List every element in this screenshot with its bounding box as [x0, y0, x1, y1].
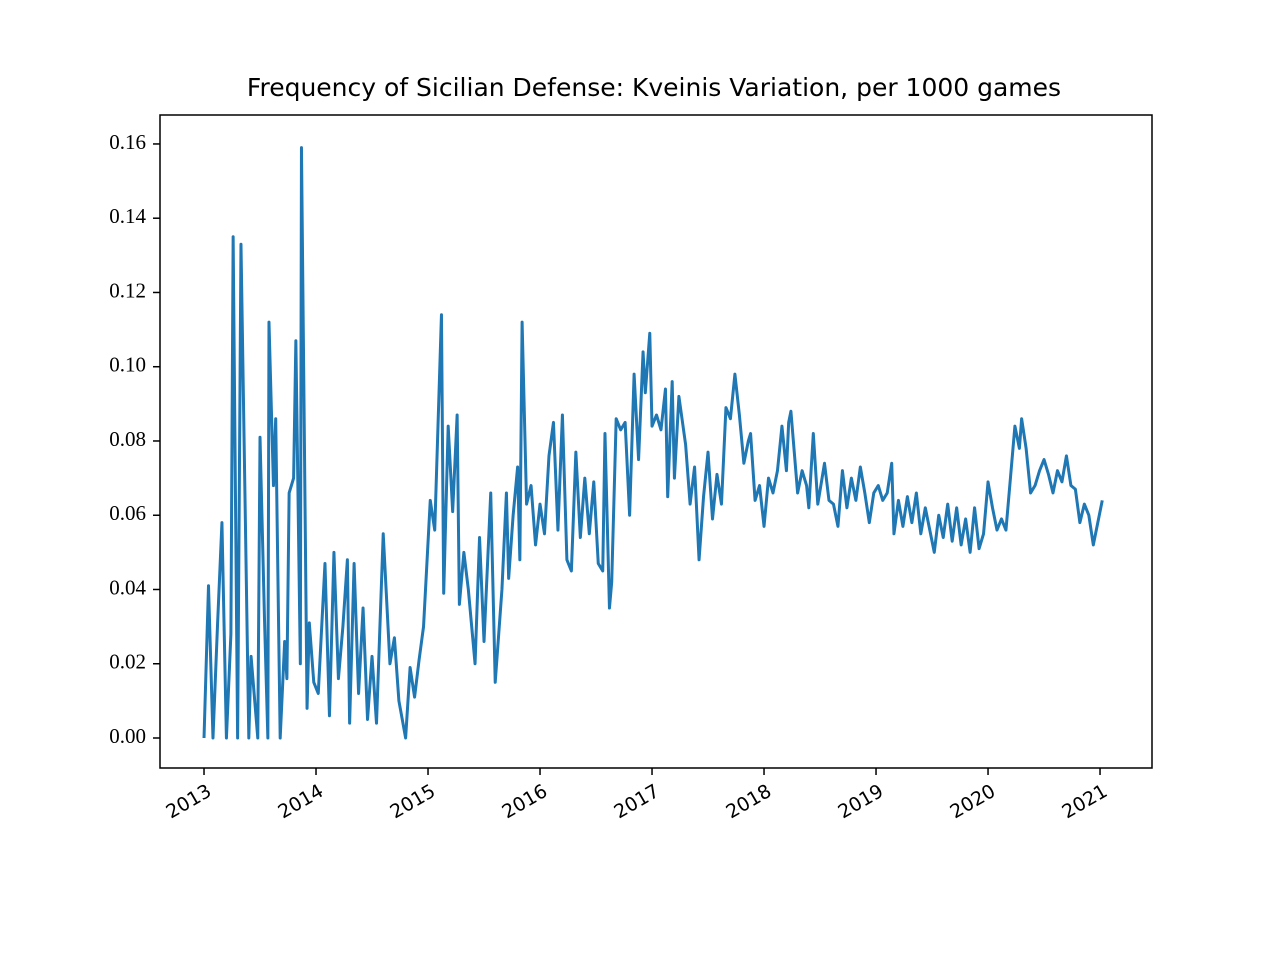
chart-title: Frequency of Sicilian Defense: Kveinis V… — [247, 73, 1061, 102]
y-tick-label: 0.14 — [109, 204, 146, 228]
y-tick-label: 0.16 — [109, 130, 146, 154]
plot-frame — [159, 114, 1153, 769]
line — [202, 146, 1104, 740]
y-tick-label: 0.06 — [109, 501, 146, 525]
y-tick-label: 0.12 — [109, 278, 146, 302]
y-tick-label: 0.00 — [109, 724, 146, 748]
y-tick-label: 0.08 — [109, 427, 146, 451]
y-tick-label: 0.10 — [109, 353, 146, 377]
y-tick-label: 0.02 — [109, 650, 146, 674]
y-tick-label: 0.04 — [109, 575, 146, 599]
